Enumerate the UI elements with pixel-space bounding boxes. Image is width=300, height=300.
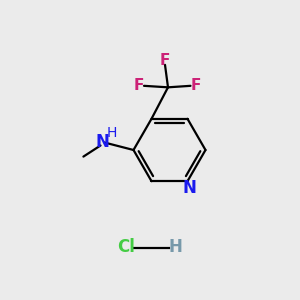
Text: H: H (169, 238, 182, 256)
Text: F: F (191, 78, 201, 93)
Text: N: N (183, 179, 197, 197)
Text: F: F (134, 78, 144, 93)
Text: Cl: Cl (117, 238, 135, 256)
Text: N: N (96, 133, 110, 151)
Text: H: H (107, 127, 117, 140)
Text: F: F (160, 52, 170, 68)
